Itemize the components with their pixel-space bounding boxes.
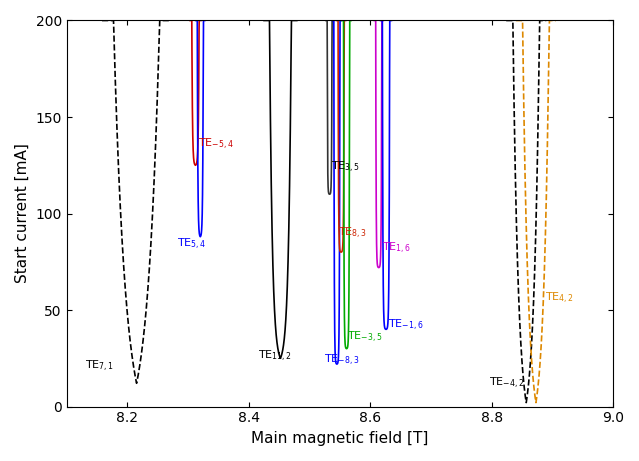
Text: TE$_{7,1}$: TE$_{7,1}$ xyxy=(85,359,114,374)
Text: TE$_{5,4}$: TE$_{5,4}$ xyxy=(177,237,206,252)
Text: TE$_{4,2}$: TE$_{4,2}$ xyxy=(545,291,574,306)
Text: TE$_{8,3}$: TE$_{8,3}$ xyxy=(338,225,367,241)
Text: TE$_{-5,4}$: TE$_{-5,4}$ xyxy=(198,136,234,152)
Text: TE$_{3,5}$: TE$_{3,5}$ xyxy=(332,160,360,175)
X-axis label: Main magnetic field [T]: Main magnetic field [T] xyxy=(251,431,429,446)
Y-axis label: Start current [mA]: Start current [mA] xyxy=(15,144,30,284)
Text: TE$_{-4,2}$: TE$_{-4,2}$ xyxy=(489,376,524,391)
Text: TE$_{-3,5}$: TE$_{-3,5}$ xyxy=(347,330,383,345)
Text: TE$_{11,2}$: TE$_{11,2}$ xyxy=(258,349,292,364)
Text: TE$_{-1,6}$: TE$_{-1,6}$ xyxy=(389,318,424,333)
Text: TE$_{-8,3}$: TE$_{-8,3}$ xyxy=(324,353,360,368)
Text: TE$_{1,6}$: TE$_{1,6}$ xyxy=(381,241,411,256)
